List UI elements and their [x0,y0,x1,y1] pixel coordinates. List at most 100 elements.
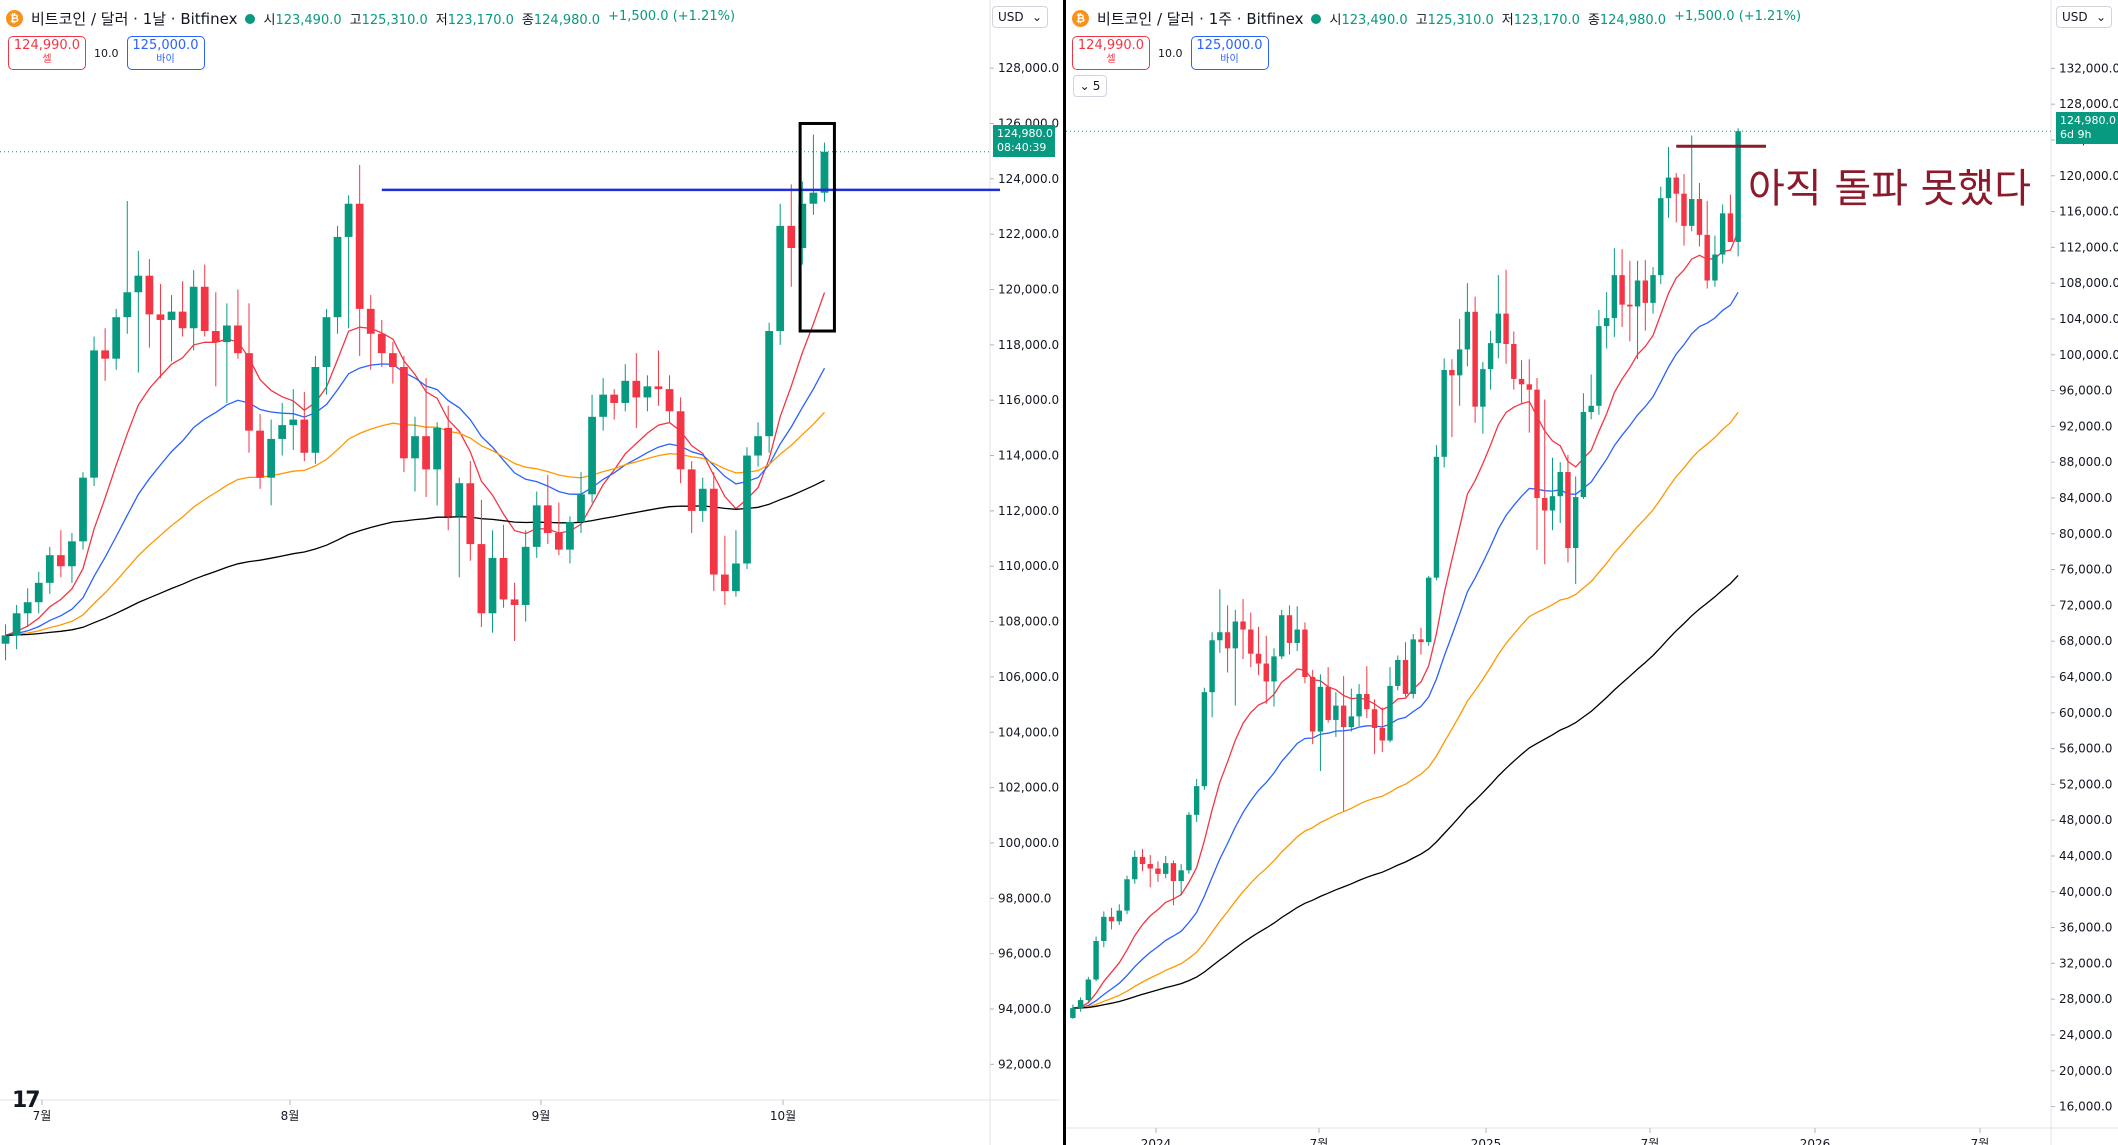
daily-y-tick-label: 128,000.0 [998,61,1059,75]
weekly-candle-body [1611,275,1618,319]
daily-candle-body [532,505,541,547]
daily-ema-mid-line [5,363,826,637]
tradingview-logo[interactable]: 17 [12,1088,41,1113]
weekly-ema-mid-line [1072,291,1739,1009]
weekly-candle-body [1727,213,1734,243]
daily-y-tick-label: 124,000.0 [998,172,1059,186]
weekly-y-tick-label: 84,000.0 [2059,491,2112,505]
market-status-icon [1311,13,1322,24]
weekly-candle-body [1704,234,1710,281]
sell-button[interactable]: 124,990.0 셀 [1072,36,1150,70]
daily-candle-body [123,292,132,318]
daily-candle-body [554,533,563,550]
daily-candle-body [610,394,619,403]
sell-button[interactable]: 124,990.0 셀 [8,36,86,70]
weekly-candle-body [1255,653,1262,664]
weekly-candle-body [1526,384,1532,390]
daily-candle-body [23,602,32,614]
low-label: 저 [435,13,448,28]
weekly-candle-body [1224,632,1231,649]
weekly-candle-body [1689,199,1695,226]
weekly-y-tick-label: 28,000.0 [2059,992,2112,1006]
buy-button[interactable]: 125,000.0 바이 [1190,36,1269,70]
daily-y-tick-label: 108,000.0 [998,615,1059,629]
close-value: 124,980.0 [1599,13,1667,28]
weekly-candle-body [1495,313,1502,344]
weekly-candle-body [1108,916,1115,922]
close-label: 종 [1587,13,1600,28]
weekly-y-tick-label: 60,000.0 [2059,706,2112,720]
daily-candle-body [599,394,608,417]
weekly-candle-body [1441,369,1447,457]
buy-label: 바이 [156,54,175,65]
weekly-ema-long-line [1072,411,1739,1009]
symbol-title[interactable]: 비트코인 / 달러 · 1주 · Bitfinex [1097,10,1304,28]
weekly-candle-body [1572,497,1579,549]
weekly-candle-body [1101,916,1107,941]
weekly-candle-body [1480,369,1486,407]
weekly-candle-body [1387,685,1393,741]
daily-y-tick-label: 106,000.0 [998,670,1059,684]
daily-y-tick-label: 96,000.0 [998,947,1051,961]
weekly-candle-body [1549,496,1556,511]
weekly-candle-body [1472,311,1478,407]
weekly-y-tick-label: 100,000.0 [2059,348,2118,362]
daily-candle-body [820,151,829,193]
daily-x-tick-label: 9월 [532,1109,551,1123]
weekly-candle-body [1124,879,1130,911]
daily-candle-body [222,325,231,343]
daily-candle-body [422,436,430,470]
weekly-candle-body [1712,254,1718,281]
daily-chart-header: ₿ 비트코인 / 달러 · 1날 · Bitfinex 시123,490.0 고… [6,8,735,29]
weekly-candle-body [1410,639,1416,694]
daily-y-tick-label: 94,000.0 [998,1002,1051,1016]
annotation-text[interactable]: 아직 돌파 못했다 [1748,166,2032,212]
buy-label: 바이 [1220,54,1239,65]
weekly-y-tick-label: 40,000.0 [2059,885,2112,899]
currency-label: USD [2062,10,2088,24]
weekly-x-tick-label: 2024 [1141,1137,1172,1145]
daily-candle-body [720,574,729,592]
weekly-candle-body [1627,304,1633,307]
daily-x-tick-label: 10월 [770,1109,796,1123]
daily-candle-body [34,582,43,603]
weekly-y-tick-label: 20,000.0 [2059,1064,2112,1078]
spread-value: 10.0 [1158,46,1183,60]
tradingview-logo-text: 17 [12,1088,41,1113]
weekly-candle-body [1433,456,1440,578]
indicator-collapse-button[interactable]: ⌄ 5 [1073,75,1107,97]
weekly-y-tick-label: 68,000.0 [2059,634,2112,648]
daily-y-tick-label: 102,000.0 [998,781,1059,795]
weekly-y-tick-label: 116,000.0 [2059,205,2118,219]
daily-y-tick-label: 110,000.0 [998,559,1059,573]
close-label: 종 [521,13,534,28]
buy-button[interactable]: 125,000.0 바이 [126,36,205,70]
daily-candle-body [732,563,740,592]
weekly-y-tick-label: 24,000.0 [2059,1028,2112,1042]
symbol-title[interactable]: 비트코인 / 달러 · 1날 · Bitfinex [31,10,238,28]
daily-candle-body [510,599,519,605]
daily-candle-body [566,521,574,550]
weekly-x-tick-label: 7월 [1971,1137,1990,1145]
weekly-candle-body [1116,910,1122,922]
weekly-candle-body [1279,615,1285,657]
weekly-candle-body [1425,577,1432,643]
weekly-chart-panel[interactable]: 132,000.0128,000.0124,000.0120,000.0116,… [1063,0,2118,1145]
daily-candle-body [256,430,264,478]
currency-select[interactable]: USD ⌄ [992,6,1048,28]
weekly-x-tick-label: 2026 [1800,1137,1831,1145]
weekly-candle-body [1364,693,1370,710]
daily-candle-body [200,286,209,332]
daily-candle-body [211,331,220,343]
daily-chart-plot[interactable]: 128,000.0126,000.0124,000.0122,000.0120,… [0,0,1060,1145]
weekly-candle-body [1317,686,1324,732]
daily-candle-body [543,505,552,534]
bitcoin-icon: ₿ [6,10,23,27]
daily-candle-body [433,427,442,470]
currency-select[interactable]: USD ⌄ [2056,6,2112,28]
daily-candle-body [787,225,796,249]
daily-candle-body [278,425,287,439]
daily-chart-panel[interactable]: 128,000.0 126,000.0 124,000.0 122,000.0 120,… [0,0,1060,1145]
weekly-candle-body [1132,856,1138,880]
daily-candle-body [56,555,65,567]
